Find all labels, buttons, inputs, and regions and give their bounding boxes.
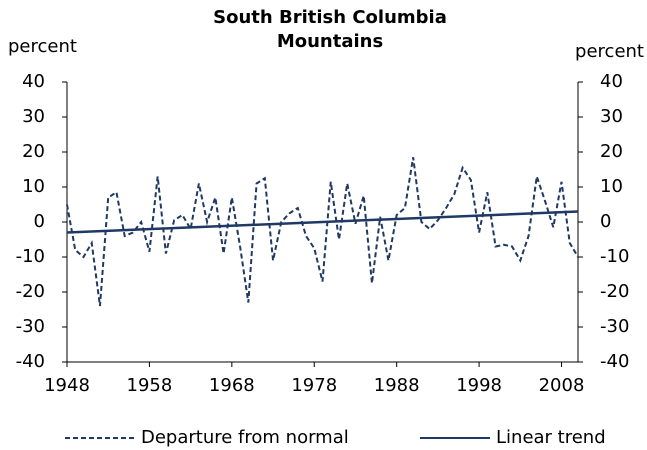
y2-tick-label: 30 [600, 106, 623, 127]
y-tick-label: 10 [22, 176, 45, 197]
legend-label: Linear trend [496, 427, 606, 448]
x-tick-label: 2008 [539, 375, 585, 396]
x-tick-label: 1988 [374, 375, 420, 396]
y2-tick-label: 20 [600, 141, 623, 162]
y2-tick-label: -20 [600, 281, 629, 302]
chart-title: South British Columbia Mountains [213, 7, 447, 52]
trend-line [66, 210, 579, 234]
y2-tick-label: -30 [600, 316, 629, 337]
y2-tick-label: 0 [600, 211, 611, 232]
x-tick-label: 1968 [209, 375, 255, 396]
y-tick-label: 40 [22, 71, 45, 92]
departure-line [66, 157, 579, 307]
y2-axis-label: percent [575, 41, 644, 62]
x-tick-label: 1958 [127, 375, 173, 396]
x-tick-label: 1978 [291, 375, 337, 396]
y-tick-label: 0 [34, 211, 45, 232]
y-tick-label: 20 [22, 141, 45, 162]
y2-tick-label: -10 [600, 246, 629, 267]
y-tick-label: 30 [22, 106, 45, 127]
y-tick-label: -10 [16, 246, 45, 267]
y2-tick-label: 40 [600, 71, 623, 92]
y2-tick-label: -40 [600, 351, 629, 372]
y2-tick-label: 10 [600, 176, 623, 197]
x-tick-label: 1998 [456, 375, 502, 396]
y-tick-label: -20 [16, 281, 45, 302]
y-tick-label: -30 [16, 316, 45, 337]
x-tick-label: 1948 [44, 375, 90, 396]
y-tick-label: -40 [16, 351, 45, 372]
legend-label: Departure from normal [141, 427, 349, 448]
y-axis-label: percent [8, 36, 77, 57]
